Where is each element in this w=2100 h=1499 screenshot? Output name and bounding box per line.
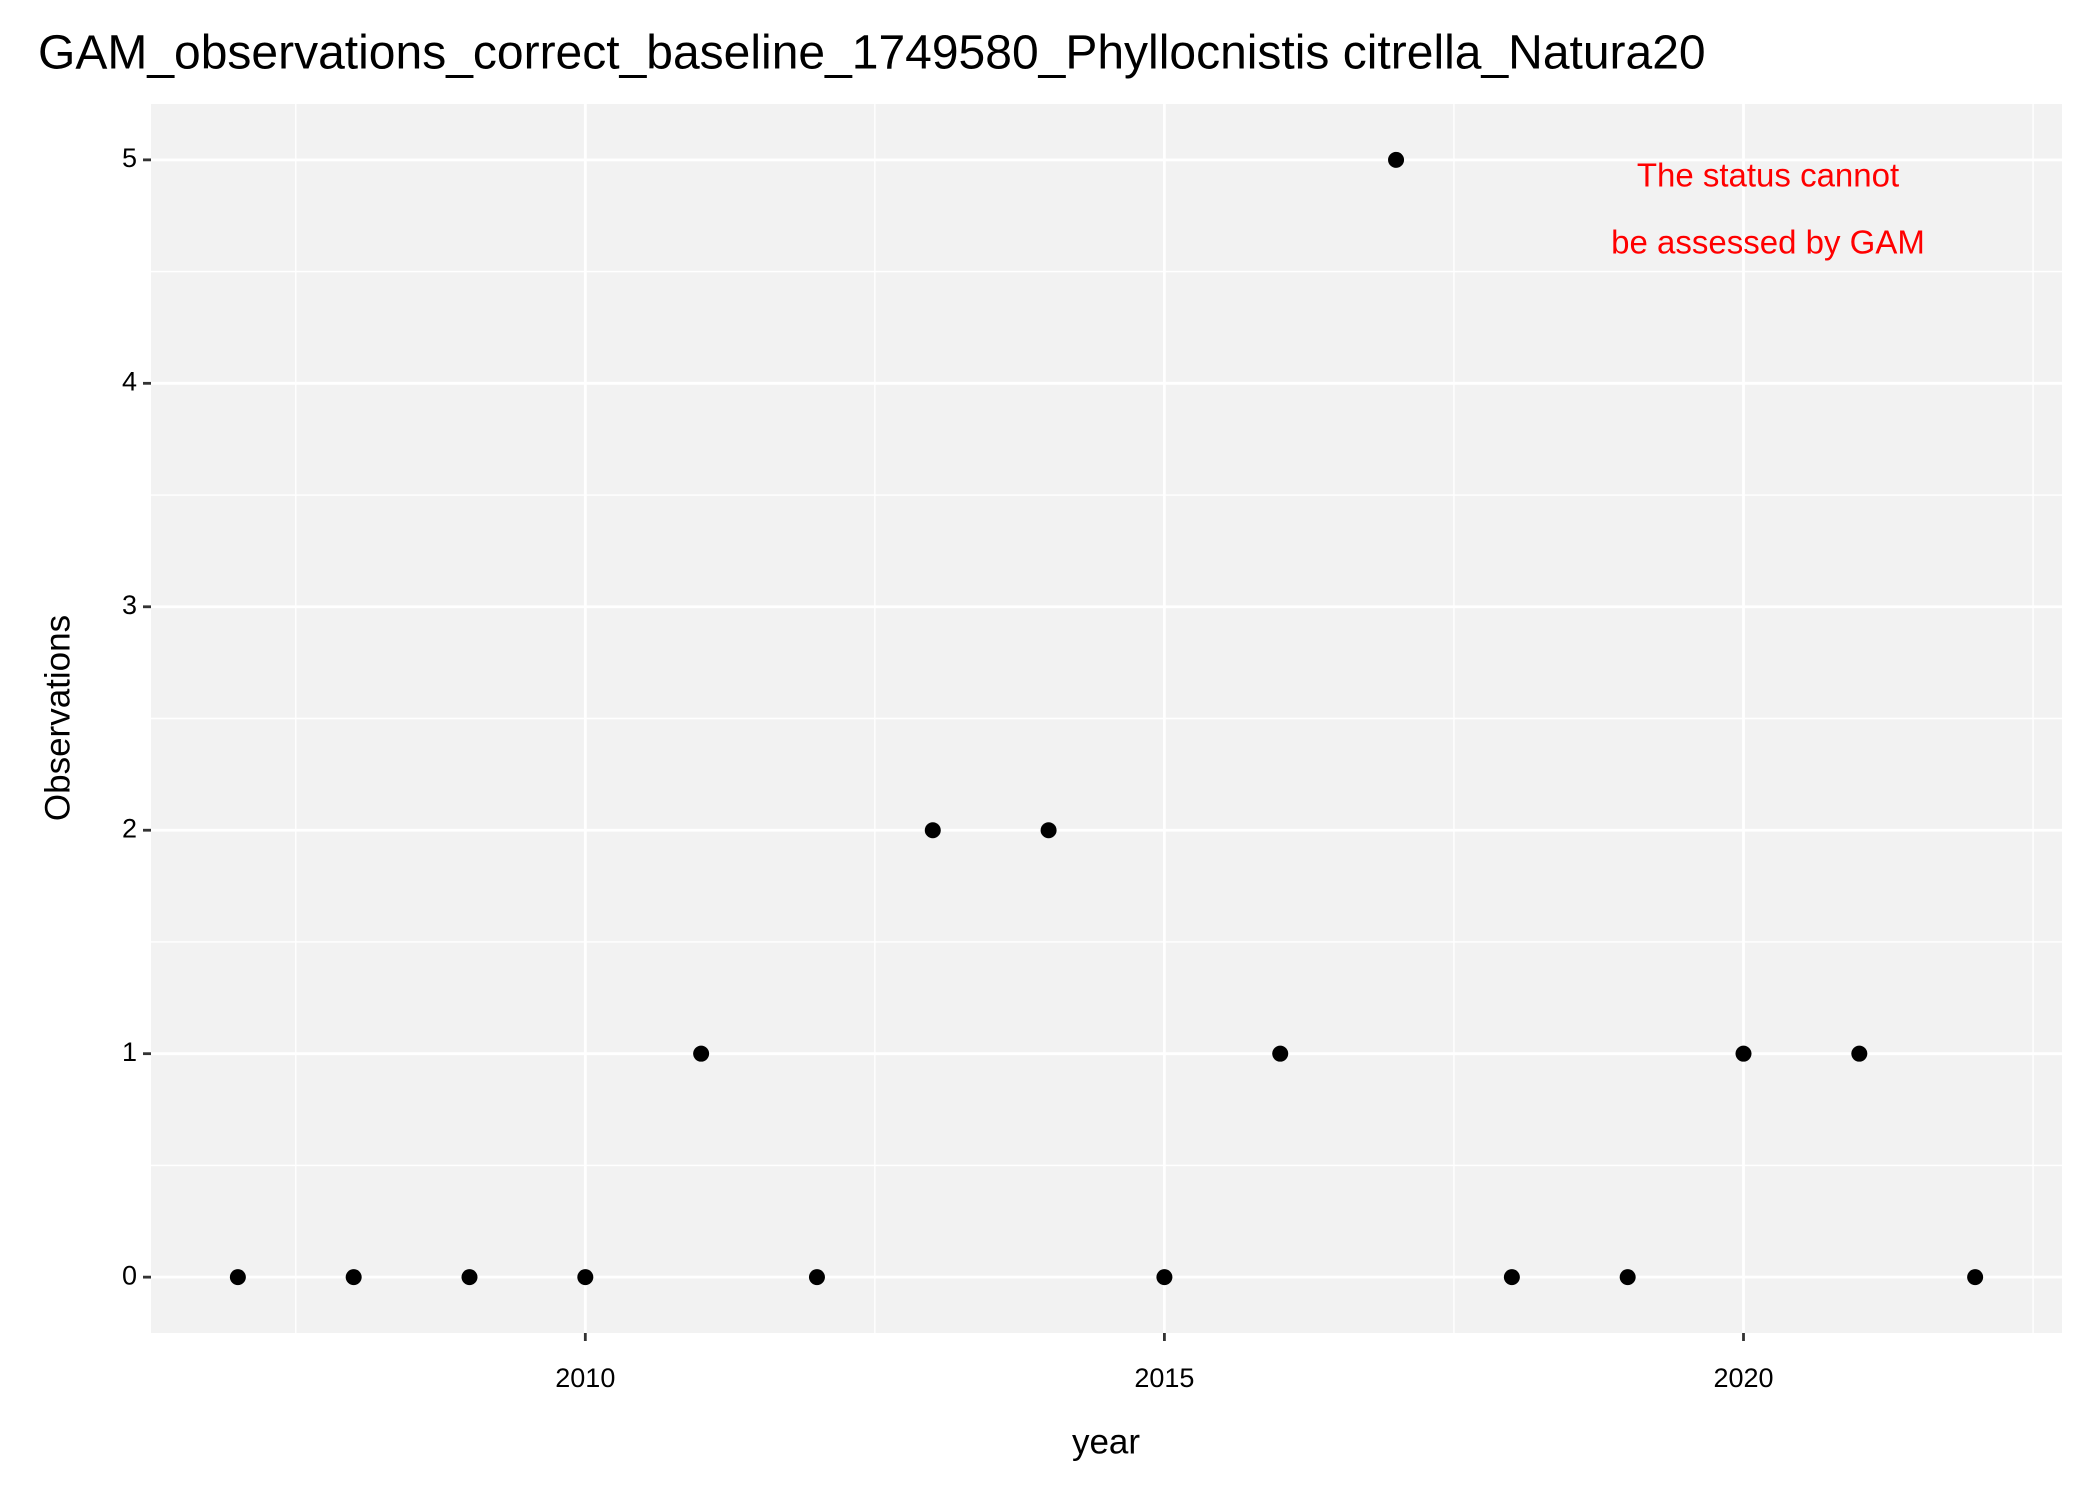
point — [693, 1045, 710, 1062]
x-axis-title: year — [1072, 1422, 1140, 1461]
point — [1735, 1045, 1752, 1062]
x-tick-label: 2020 — [1713, 1363, 1773, 1393]
x-tick-label: 2010 — [555, 1363, 615, 1393]
y-tick-label: 2 — [122, 813, 137, 843]
point — [1619, 1269, 1636, 1286]
point — [924, 822, 941, 839]
point — [1967, 1269, 1984, 1286]
point — [1388, 151, 1405, 168]
point — [577, 1269, 594, 1286]
point — [1272, 1045, 1289, 1062]
x-tick-label: 2015 — [1134, 1363, 1194, 1393]
y-tick-label: 4 — [122, 366, 137, 396]
y-tick-label: 0 — [122, 1260, 137, 1290]
point — [345, 1269, 362, 1286]
chart-title: GAM_observations_correct_baseline_174958… — [38, 27, 1706, 80]
point — [808, 1269, 825, 1286]
y-tick-label: 5 — [122, 143, 137, 173]
annotation: be assessed by GAM — [1611, 224, 1925, 261]
point — [1040, 822, 1057, 839]
point — [1503, 1269, 1520, 1286]
annotation: The status cannot — [1637, 157, 1899, 194]
y-axis-title: Observations — [38, 615, 77, 821]
y-tick-label: 3 — [122, 590, 137, 620]
point — [461, 1269, 478, 1286]
point — [229, 1269, 246, 1286]
point — [1156, 1269, 1173, 1286]
y-tick-label: 1 — [122, 1037, 137, 1067]
point — [1851, 1045, 1868, 1062]
